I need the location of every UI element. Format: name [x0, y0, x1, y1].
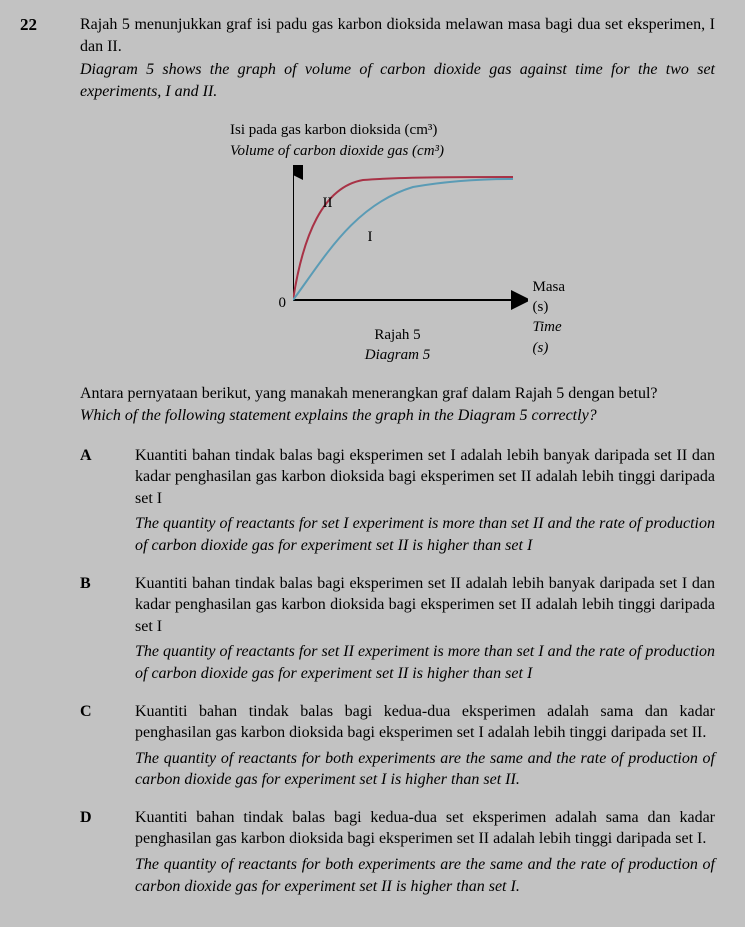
prompt-block: Antara pernyataan berikut, yang manakah …: [80, 383, 715, 426]
option-b: B Kuantiti bahan tindak balas bagi ekspe…: [80, 573, 715, 685]
option-body: Kuantiti bahan tindak balas bagi kedua-d…: [135, 701, 715, 791]
option-malay: Kuantiti bahan tindak balas bagi kedua-d…: [135, 807, 715, 850]
option-body: Kuantiti bahan tindak balas bagi kedua-d…: [135, 807, 715, 897]
option-letter: B: [80, 573, 135, 685]
option-d: D Kuantiti bahan tindak balas bagi kedua…: [80, 807, 715, 897]
option-body: Kuantiti bahan tindak balas bagi eksperi…: [135, 573, 715, 685]
diagram-caption: Rajah 5 Diagram 5: [365, 325, 430, 366]
question-body: Rajah 5 menunjukkan graf isi padu gas ka…: [80, 14, 715, 897]
option-english: The quantity of reactants for both exper…: [135, 854, 715, 897]
x-axis-title-wrap: Masa (s) Time (s): [533, 277, 566, 358]
option-malay: Kuantiti bahan tindak balas bagi eksperi…: [135, 573, 715, 638]
y-axis-label-malay: Isi pada gas karbon dioksida (cm³): [230, 120, 444, 140]
option-malay: Kuantiti bahan tindak balas bagi eksperi…: [135, 445, 715, 510]
caption-malay: Rajah 5: [365, 325, 430, 345]
x-axis-label-english: Time (s): [533, 317, 566, 358]
option-english: The quantity of reactants for set I expe…: [135, 513, 715, 556]
prompt-malay: Antara pernyataan berikut, yang manakah …: [80, 383, 715, 405]
option-english: The quantity of reactants for both exper…: [135, 748, 715, 791]
option-body: Kuantiti bahan tindak balas bagi eksperi…: [135, 445, 715, 557]
option-letter: D: [80, 807, 135, 897]
option-letter: A: [80, 445, 135, 557]
origin-label: 0: [279, 293, 287, 313]
option-letter: C: [80, 701, 135, 791]
stem-english: Diagram 5 shows the graph of volume of c…: [80, 59, 715, 102]
curve-i-label: I: [368, 227, 373, 247]
diagram-wrap: Isi pada gas karbon dioksida (cm³) Volum…: [80, 120, 715, 365]
x-axis-label-malay: Masa (s): [533, 277, 566, 318]
chart-svg: [293, 165, 528, 315]
y-axis-title-wrap: Isi pada gas karbon dioksida (cm³) Volum…: [230, 120, 444, 161]
stem-block: Rajah 5 menunjukkan graf isi padu gas ka…: [80, 14, 715, 102]
option-malay: Kuantiti bahan tindak balas bagi kedua-d…: [135, 701, 715, 744]
stem-malay: Rajah 5 menunjukkan graf isi padu gas ka…: [80, 14, 715, 57]
question-number: 22: [20, 14, 80, 897]
option-c: C Kuantiti bahan tindak balas bagi kedua…: [80, 701, 715, 791]
y-axis-label-english: Volume of carbon dioxide gas (cm³): [230, 141, 444, 161]
chart-area: 0 II I Masa (s) Time (s): [293, 165, 528, 315]
option-a: A Kuantiti bahan tindak balas bagi ekspe…: [80, 445, 715, 557]
question-row: 22 Rajah 5 menunjukkan graf isi padu gas…: [20, 14, 715, 897]
prompt-english: Which of the following statement explain…: [80, 405, 715, 427]
caption-english: Diagram 5: [365, 345, 430, 365]
curve-ii-label: II: [323, 193, 333, 213]
option-english: The quantity of reactants for set II exp…: [135, 641, 715, 684]
